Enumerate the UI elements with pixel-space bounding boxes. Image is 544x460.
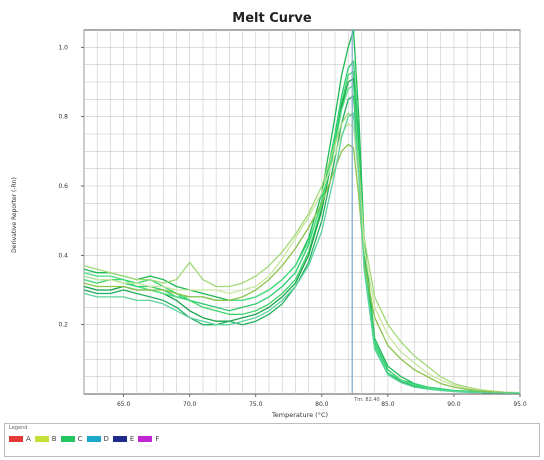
tm-label: Tm: 82.40 [353, 397, 380, 403]
legend-label: B [51, 435, 57, 443]
x-tick-label: 80.0 [315, 401, 329, 408]
x-tick-label: 70.0 [183, 401, 197, 408]
x-tick-label: 75.0 [249, 401, 263, 408]
legend-item-d: D [86, 435, 109, 443]
legend-swatch [86, 436, 101, 442]
grid [83, 29, 521, 395]
legend-label: C [77, 435, 83, 443]
legend-label: E [129, 435, 135, 443]
legend-label: F [155, 435, 160, 443]
x-tick-label: 95.0 [513, 401, 527, 408]
x-tick-label: 85.0 [381, 401, 395, 408]
legend-title: Legend [9, 425, 28, 431]
legend-swatch [138, 436, 153, 442]
y-tick-label: 0.6 [58, 183, 68, 190]
series-line-8 [83, 122, 521, 394]
series-lines [83, 29, 521, 394]
series-line-9 [83, 143, 521, 394]
x-axis-label: Temperature (°C) [271, 411, 328, 419]
tm-marker: Tm: 82.40 [351, 30, 380, 403]
axes: 65.0 70.0 75.0 80.0 85.0 90.0 95.0 0.2 0.4 0.6 0.8… [58, 44, 526, 408]
legend-label: A [26, 435, 31, 443]
legend-swatch [112, 436, 127, 442]
y-tick-label: 0.4 [58, 252, 68, 259]
legend-panel: Legend A B C D E F [4, 423, 540, 457]
chart-svg: Melt Curve Tm: 82.40 65.0 70.0 75.0 80.0 85.… [11, 11, 527, 419]
chart-title: Melt Curve [232, 11, 312, 26]
y-axis-label: Derivative Reporter (-Rn) [11, 177, 18, 253]
series-line-7 [83, 112, 521, 394]
y-tick-label: 0.2 [58, 322, 68, 329]
legend-swatch [9, 436, 23, 442]
x-tick-label: 65.0 [117, 401, 131, 408]
legend-swatch [60, 436, 75, 442]
series-line-10 [83, 112, 520, 394]
y-tick-label: 0.8 [58, 114, 68, 121]
legend-swatch [34, 436, 49, 442]
legend-item-a: A [9, 435, 31, 443]
legend-item-c: C [60, 435, 83, 443]
y-tick-label: 1.0 [58, 44, 68, 51]
legend-item-b: B [34, 435, 57, 443]
legend-item-e: E [112, 435, 135, 443]
legend-label: D [103, 435, 109, 443]
plot-area [83, 29, 521, 395]
legend-item-f: F [138, 435, 159, 443]
x-tick-label: 90.0 [447, 401, 461, 408]
legend-items: A B C D E F [9, 435, 159, 443]
